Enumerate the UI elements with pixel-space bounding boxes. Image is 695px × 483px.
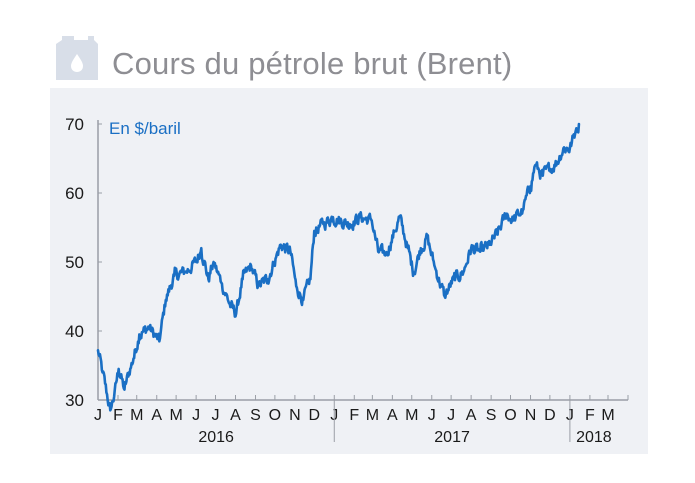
oil-canister-icon <box>56 36 98 80</box>
month-label: D <box>308 407 320 424</box>
month-label: D <box>544 407 556 424</box>
month-label: J <box>94 407 102 424</box>
price-series-line <box>96 122 581 412</box>
chart-title: Cours du pétrole brut (Brent) <box>112 46 513 81</box>
month-label: A <box>387 407 398 424</box>
y-tick-label: 30 <box>65 391 84 410</box>
month-label: M <box>366 407 379 424</box>
month-label: M <box>169 407 182 424</box>
month-label: J <box>192 407 200 424</box>
year-label: 2017 <box>434 429 470 446</box>
month-label: F <box>349 407 359 424</box>
month-label: M <box>405 407 418 424</box>
month-label: J <box>428 407 436 424</box>
line-layer <box>96 122 581 412</box>
month-label: A <box>230 407 241 424</box>
month-label: J <box>447 407 455 424</box>
y-tick-label: 40 <box>65 322 84 341</box>
month-label: S <box>486 407 497 424</box>
y-tick-label: 60 <box>65 184 84 203</box>
month-label: N <box>289 407 301 424</box>
plot-panel <box>50 88 648 454</box>
y-tick-label: 70 <box>65 115 84 134</box>
month-label: J <box>211 407 219 424</box>
month-label: S <box>250 407 261 424</box>
month-label: F <box>113 407 123 424</box>
unit-label: En $/baril <box>109 119 181 138</box>
month-label: N <box>525 407 537 424</box>
year-label: 2018 <box>576 429 612 446</box>
month-label: O <box>269 407 281 424</box>
y-tick-label: 50 <box>65 253 84 272</box>
month-label: M <box>601 407 614 424</box>
month-label: F <box>585 407 595 424</box>
year-label: 2016 <box>198 429 234 446</box>
ticks-layer: 3040506070JFMAMJJASONDJFMAMJJASONDJFM201… <box>65 115 629 446</box>
month-label: O <box>504 407 516 424</box>
month-label: A <box>151 407 162 424</box>
month-label: M <box>130 407 143 424</box>
month-label: A <box>466 407 477 424</box>
chart-header: Cours du pétrole brut (Brent) <box>52 30 652 90</box>
